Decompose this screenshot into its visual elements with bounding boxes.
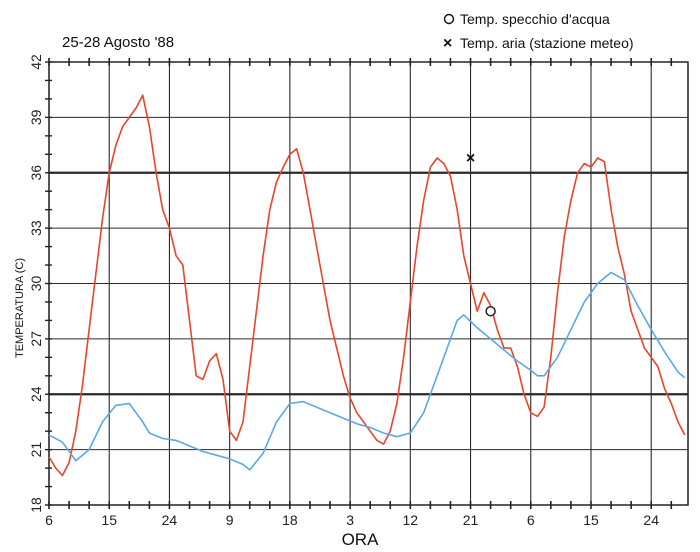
- x-tick-label-7: 21: [463, 512, 479, 528]
- annotation-circle-marker: [485, 305, 496, 317]
- x-tick-label-8: 6: [527, 512, 535, 528]
- chart-title: 25-28 Agosto '88: [62, 34, 174, 51]
- y-tick-label-2: 24: [28, 386, 44, 402]
- x-tick-label-9: 15: [583, 512, 599, 528]
- y-tick-label-0: 18: [28, 497, 44, 513]
- legend-label-0: Temp. specchio d'acqua: [460, 11, 610, 27]
- x-tick-label-6: 12: [403, 512, 419, 528]
- series-layer: [48, 94, 686, 477]
- y-tick-label-4: 30: [28, 276, 44, 292]
- x-axis-label: ORA: [342, 530, 380, 549]
- y-tick-labels: 18 21 24 27 30 33 36 39 42: [28, 54, 44, 513]
- x-tick-label-4: 18: [282, 512, 298, 528]
- tick-marks: [45, 58, 673, 509]
- y-tick-label-5: 33: [28, 220, 44, 236]
- legend: ○ Temp. specchio d'acqua × Temp. aria (s…: [443, 11, 634, 52]
- y-tick-label-1: 21: [28, 442, 44, 458]
- y-tick-label-6: 36: [28, 165, 44, 181]
- series-line-1: [48, 271, 686, 471]
- x-tick-label-3: 9: [226, 512, 234, 528]
- x-tick-label-0: 6: [45, 512, 53, 528]
- x-tick-label-5: 3: [346, 512, 354, 528]
- y-axis-label: TEMPERATURA (C): [14, 258, 26, 358]
- x-tick-label-1: 15: [101, 512, 117, 528]
- x-tick-labels: 6 15 24 9 18 3 12 21 6 15 24: [45, 512, 659, 528]
- x-tick-label-10: 24: [643, 512, 659, 528]
- annotation-x-marker: ×: [466, 150, 475, 167]
- annotation-layer: ×: [466, 150, 496, 317]
- legend-circle-marker: [443, 13, 455, 25]
- y-tick-label-3: 27: [28, 331, 44, 347]
- y-tick-label-8: 42: [28, 54, 44, 70]
- x-tick-label-2: 24: [162, 512, 178, 528]
- legend-label-1: Temp. aria (stazione meteo): [460, 35, 634, 51]
- legend-marker-1: ×: [443, 35, 452, 52]
- y-tick-label-7: 39: [28, 109, 44, 125]
